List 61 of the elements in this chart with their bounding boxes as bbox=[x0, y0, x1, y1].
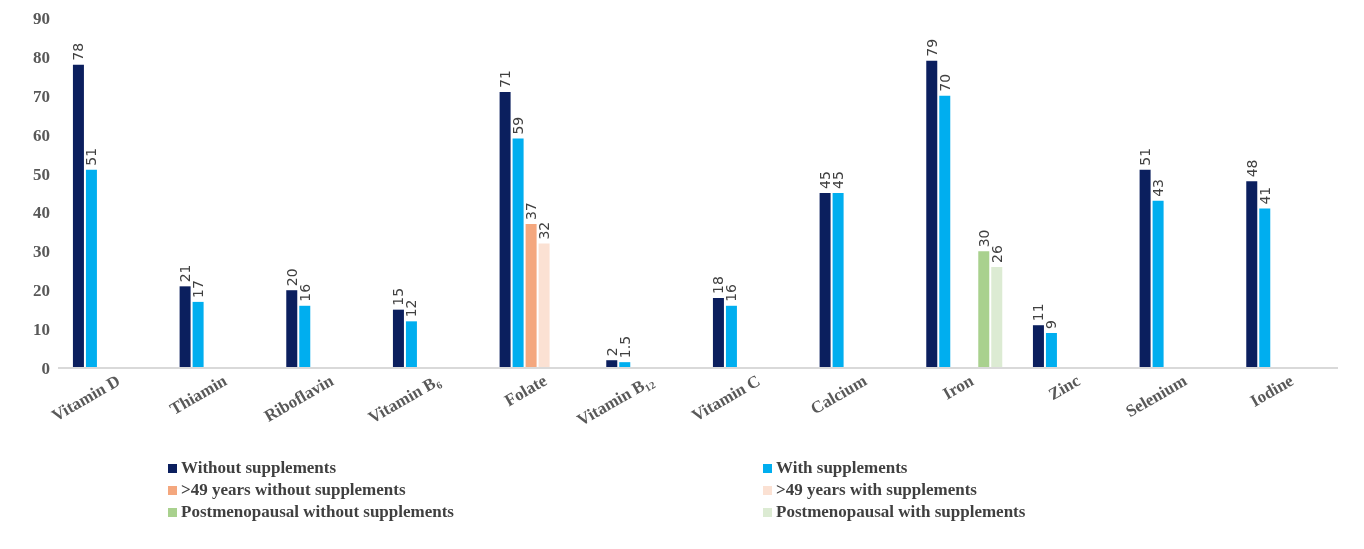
y-tick-label: 30 bbox=[33, 242, 50, 262]
data-label: 48 bbox=[1243, 159, 1260, 178]
bar bbox=[179, 286, 191, 368]
bar bbox=[192, 301, 204, 368]
data-label: 11 bbox=[1030, 303, 1047, 322]
bar bbox=[538, 243, 550, 368]
data-label: 37 bbox=[523, 202, 540, 221]
legend-label: Without supplements bbox=[181, 458, 337, 478]
data-label: 70 bbox=[936, 73, 953, 92]
data-label: 71 bbox=[497, 70, 514, 88]
bar bbox=[991, 266, 1003, 368]
x-tick-label: Iron bbox=[939, 370, 978, 404]
data-label: 51 bbox=[83, 147, 100, 166]
bar bbox=[712, 298, 724, 368]
bar bbox=[405, 321, 417, 368]
bar bbox=[978, 251, 990, 368]
data-label: 78 bbox=[70, 42, 87, 61]
data-label: 21 bbox=[177, 264, 194, 283]
data-label: 43 bbox=[1150, 178, 1167, 197]
bar bbox=[819, 193, 831, 368]
data-label: 9 bbox=[1043, 320, 1060, 329]
y-tick-label: 70 bbox=[33, 86, 50, 106]
bar bbox=[926, 60, 938, 368]
y-tick-label: 50 bbox=[33, 164, 50, 184]
y-tick-label: 10 bbox=[33, 320, 50, 340]
bar bbox=[499, 91, 511, 368]
bar bbox=[512, 138, 524, 368]
y-tick-label: 0 bbox=[41, 359, 50, 379]
legend-label: Postmenopausal with supplements bbox=[776, 502, 1026, 522]
bar bbox=[1246, 181, 1258, 368]
legend-label: With supplements bbox=[776, 458, 908, 478]
x-tick-label: Zinc bbox=[1045, 370, 1084, 404]
bar bbox=[525, 224, 537, 368]
bar bbox=[72, 64, 84, 368]
bar bbox=[832, 193, 844, 368]
bar bbox=[1045, 333, 1057, 368]
legend-label: Postmenopausal without supplements bbox=[181, 502, 454, 522]
legend-label: >49 years with supplements bbox=[776, 480, 977, 500]
bar bbox=[939, 95, 951, 368]
y-tick-label: 80 bbox=[33, 47, 50, 67]
y-tick-label: 60 bbox=[33, 125, 50, 145]
bar bbox=[392, 309, 404, 368]
data-label: 17 bbox=[190, 280, 207, 298]
bar bbox=[1139, 169, 1151, 368]
legend-label: >49 years without supplements bbox=[181, 480, 406, 500]
data-label: 79 bbox=[923, 38, 940, 57]
bar bbox=[1152, 200, 1164, 368]
bar bbox=[1032, 325, 1044, 368]
data-label: 59 bbox=[510, 116, 527, 135]
data-label: 32 bbox=[536, 221, 553, 240]
bar bbox=[606, 360, 618, 368]
y-tick-label: 40 bbox=[33, 203, 50, 223]
data-label: 41 bbox=[1256, 186, 1273, 205]
data-label: 51 bbox=[1137, 147, 1154, 166]
bar bbox=[85, 169, 97, 368]
bar bbox=[1259, 208, 1271, 368]
y-tick-label: 20 bbox=[33, 281, 50, 301]
bar bbox=[286, 290, 298, 368]
bar bbox=[299, 305, 311, 368]
bar bbox=[725, 305, 737, 368]
y-tick-label: 90 bbox=[33, 9, 50, 29]
